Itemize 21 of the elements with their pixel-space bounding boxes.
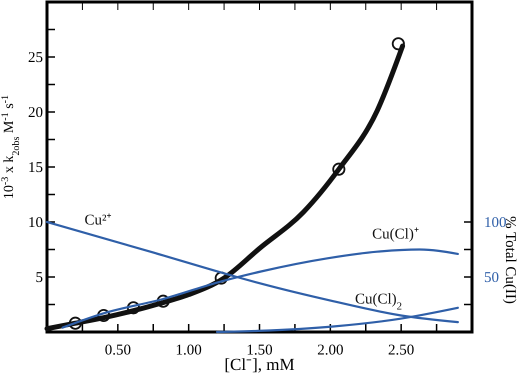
x-tick-label: 2.00 (317, 342, 344, 359)
x-tick-label: 1.00 (176, 342, 202, 359)
y-tick-label: 10 (28, 214, 43, 231)
point (214, 272, 228, 285)
y2-tick-label: 100 (484, 214, 506, 231)
point (126, 301, 140, 314)
y2-tick-label: 50 (484, 270, 499, 286)
point (332, 162, 346, 176)
series-label: Cu²⁺ (84, 212, 112, 229)
y-tick-label: 15 (28, 160, 43, 176)
y-tick-label: 25 (28, 50, 43, 66)
point (68, 316, 82, 330)
y-tick-label: 5 (36, 270, 43, 286)
series-label: Cu(Cl)⁺ (372, 226, 419, 243)
x-tick-label: 2.50 (388, 342, 414, 359)
point (392, 37, 405, 50)
point (156, 294, 170, 308)
series-label: Cu(Cl)$_{2}$ (354, 291, 402, 312)
point (97, 308, 110, 322)
y-tick-label: 20 (28, 104, 43, 121)
x-tick-label: 0.50 (104, 342, 131, 359)
